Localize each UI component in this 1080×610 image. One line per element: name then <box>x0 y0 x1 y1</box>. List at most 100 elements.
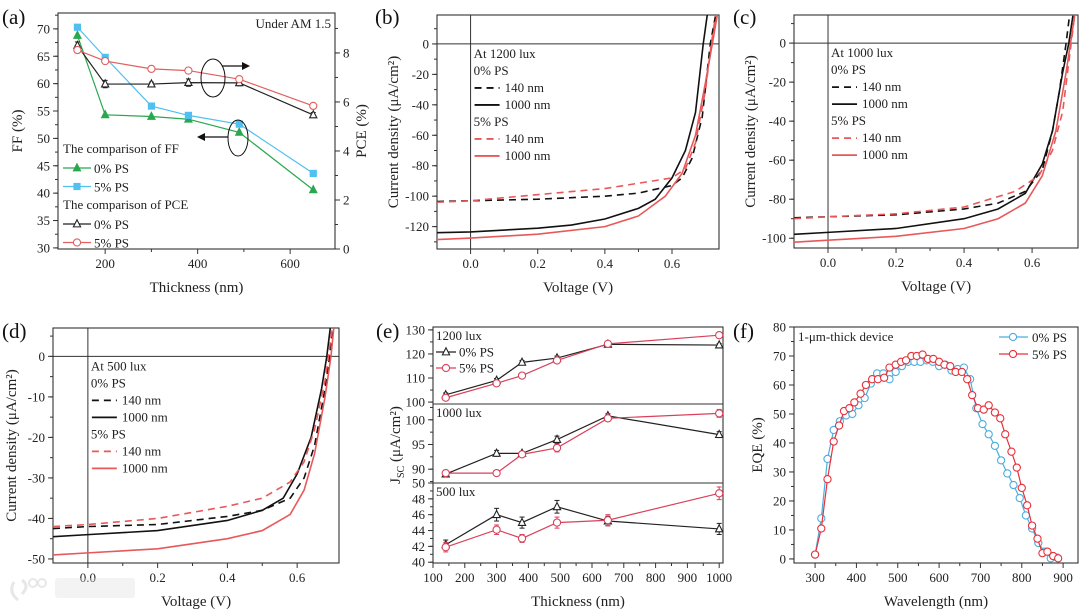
legend: At 1200 lux 0% PS 140 nm 1000 nm 5% PS 140 nm… <box>474 46 551 163</box>
subplot-label: 1000 lux <box>436 405 482 420</box>
data-point <box>996 414 1005 423</box>
ff-group-ellipse <box>227 119 249 157</box>
panel-label: (d) <box>2 319 27 343</box>
data-point <box>492 379 501 388</box>
y-tick-label: -80 <box>412 158 429 173</box>
data-point <box>235 75 244 84</box>
series-line <box>445 415 720 475</box>
legend-marker <box>1008 332 1018 342</box>
data-point <box>901 356 911 365</box>
y-axis-label: EQE (%) <box>750 417 766 472</box>
y-tick-label: 120 <box>406 346 426 361</box>
panel-label: (e) <box>376 319 399 343</box>
y-tick-label: 60 <box>773 377 786 392</box>
device-annotation: 1-μm-thick device <box>798 329 894 344</box>
x-tick-label: 0.0 <box>462 256 478 271</box>
x-tick-label: 900 <box>678 570 698 585</box>
legend-label: 5% PS <box>94 236 129 251</box>
data-point <box>829 437 838 446</box>
data-point <box>1054 554 1063 563</box>
data-point <box>309 169 317 178</box>
x-tick-label: 300 <box>487 570 507 585</box>
legend-group-title: The comparison of FF <box>63 141 179 156</box>
data-point <box>879 373 889 382</box>
data-point <box>1033 534 1042 543</box>
data-point <box>100 78 110 88</box>
data-point <box>714 339 724 349</box>
data-point <box>517 356 527 366</box>
x-axis-label: Voltage (V) <box>901 279 971 295</box>
panel-label: (c) <box>733 5 756 29</box>
legend-label: 1000 nm <box>862 147 908 162</box>
data-point <box>984 401 993 410</box>
data-point <box>146 111 156 120</box>
legend-marker <box>73 182 81 191</box>
y-tick-label: -20 <box>412 67 429 82</box>
y-tick-label: 10 <box>773 522 786 537</box>
y-label-sub: SC <box>396 465 407 478</box>
legend: 0% PS5% PS <box>436 345 494 376</box>
legend-label: 5% PS <box>1032 347 1067 362</box>
plot-frame <box>436 14 720 250</box>
data-point <box>1003 469 1012 478</box>
y-tick-label: 55 <box>37 104 50 119</box>
data-point <box>441 393 450 402</box>
x-tick-label: 1000 <box>706 570 732 585</box>
legend-marker <box>1008 349 1018 359</box>
series-line <box>445 492 720 548</box>
watermark-logo <box>10 578 135 602</box>
x-tick-label: 0.4 <box>219 570 236 585</box>
legend-label: 1000 nm <box>505 148 551 163</box>
series-line <box>76 26 314 174</box>
y-label-main: J <box>388 478 404 484</box>
data-point <box>235 120 243 128</box>
data-point <box>1012 463 1021 472</box>
y-tick-label: 100 <box>406 412 426 427</box>
jv-curve <box>53 328 332 538</box>
legend-label: 0% PS <box>94 217 129 232</box>
data-point <box>603 516 613 525</box>
arrow-head-icon <box>242 62 250 70</box>
x-tick-label: 400 <box>188 256 208 271</box>
data-point <box>517 534 527 543</box>
x-tick-label: 0.4 <box>956 255 973 270</box>
jv-curve <box>794 15 1071 219</box>
y-tick-label: 0 <box>780 36 787 51</box>
data-point <box>990 441 1000 451</box>
x-tick-label: 600 <box>929 570 949 585</box>
legend-label: 0% PS <box>459 345 494 360</box>
x-tick-label: 600 <box>582 570 602 585</box>
y-tick-label: 40 <box>412 555 425 570</box>
data-point <box>1027 521 1037 530</box>
data-point <box>1023 501 1032 510</box>
y-tick-label: 6 <box>343 94 350 109</box>
data-point <box>823 475 832 484</box>
y-tick-label: -40 <box>28 511 45 526</box>
data-point <box>603 339 613 348</box>
jv-curve <box>794 15 1076 243</box>
data-point <box>1017 483 1026 493</box>
x-tick-label: 0.0 <box>820 255 836 270</box>
curves <box>794 15 1076 243</box>
legend-label: 5% PS <box>459 361 494 376</box>
y-tick-label: 2 <box>343 192 350 207</box>
y-tick-label: 50 <box>773 406 786 421</box>
y-tick-label: 80 <box>773 320 786 335</box>
series-line <box>445 506 720 546</box>
x-tick-label: 400 <box>847 570 867 585</box>
panel-d: 0.0 0.2 0.4 0.6 -50 -40 -30 -20 -10 0 (d) Voltage (… <box>2 319 340 610</box>
data-point <box>714 429 724 439</box>
x-tick-label: 0.2 <box>150 570 166 585</box>
data-point <box>990 408 1000 417</box>
data-point <box>184 66 193 75</box>
plot-frame <box>432 326 724 564</box>
legend-marker <box>72 238 82 247</box>
legend-label: 0% PS <box>1032 330 1067 345</box>
y-tick-label: -30 <box>28 470 45 485</box>
y-tick-label: 95 <box>412 437 425 452</box>
x-tick-label: 0.0 <box>80 570 96 585</box>
legend-marker <box>441 363 451 373</box>
x-tick-label: 0.6 <box>289 570 306 585</box>
